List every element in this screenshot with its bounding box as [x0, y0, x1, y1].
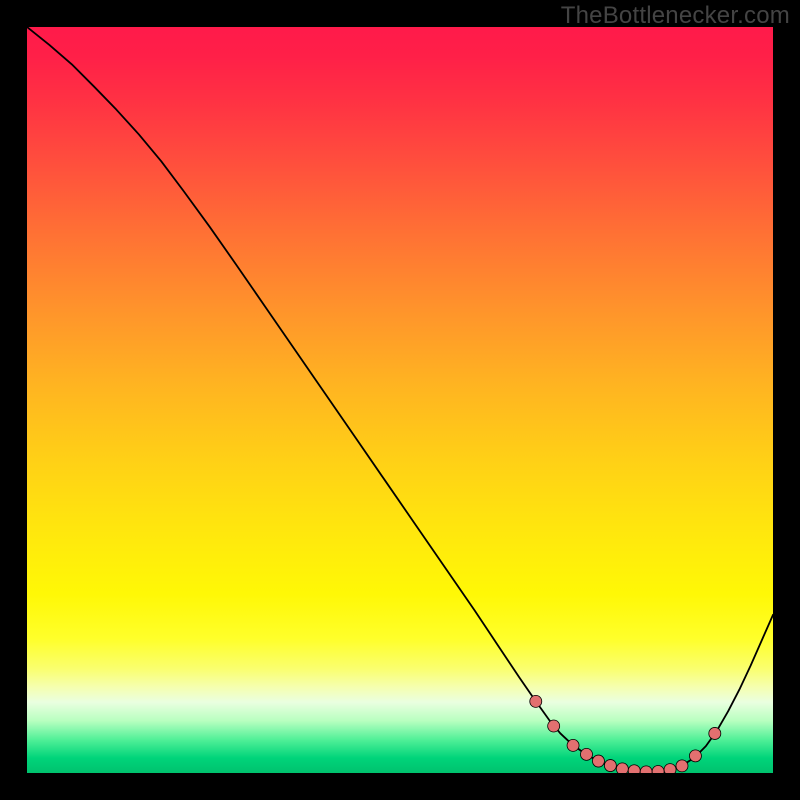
curve-marker — [628, 765, 640, 773]
bottleneck-chart — [27, 27, 773, 773]
curve-marker — [592, 755, 604, 767]
watermark-text: TheBottlenecker.com — [561, 2, 790, 30]
curve-marker — [709, 727, 721, 739]
curve-marker — [567, 739, 579, 751]
curve-marker — [604, 760, 616, 772]
curve-marker — [616, 763, 628, 773]
plot-background — [27, 27, 773, 773]
curve-marker — [581, 748, 593, 760]
curve-marker — [676, 760, 688, 772]
curve-marker — [530, 695, 542, 707]
curve-marker — [548, 720, 560, 732]
curve-marker — [689, 750, 701, 762]
chart-frame: TheBottlenecker.com — [0, 0, 800, 800]
curve-marker — [664, 764, 676, 773]
